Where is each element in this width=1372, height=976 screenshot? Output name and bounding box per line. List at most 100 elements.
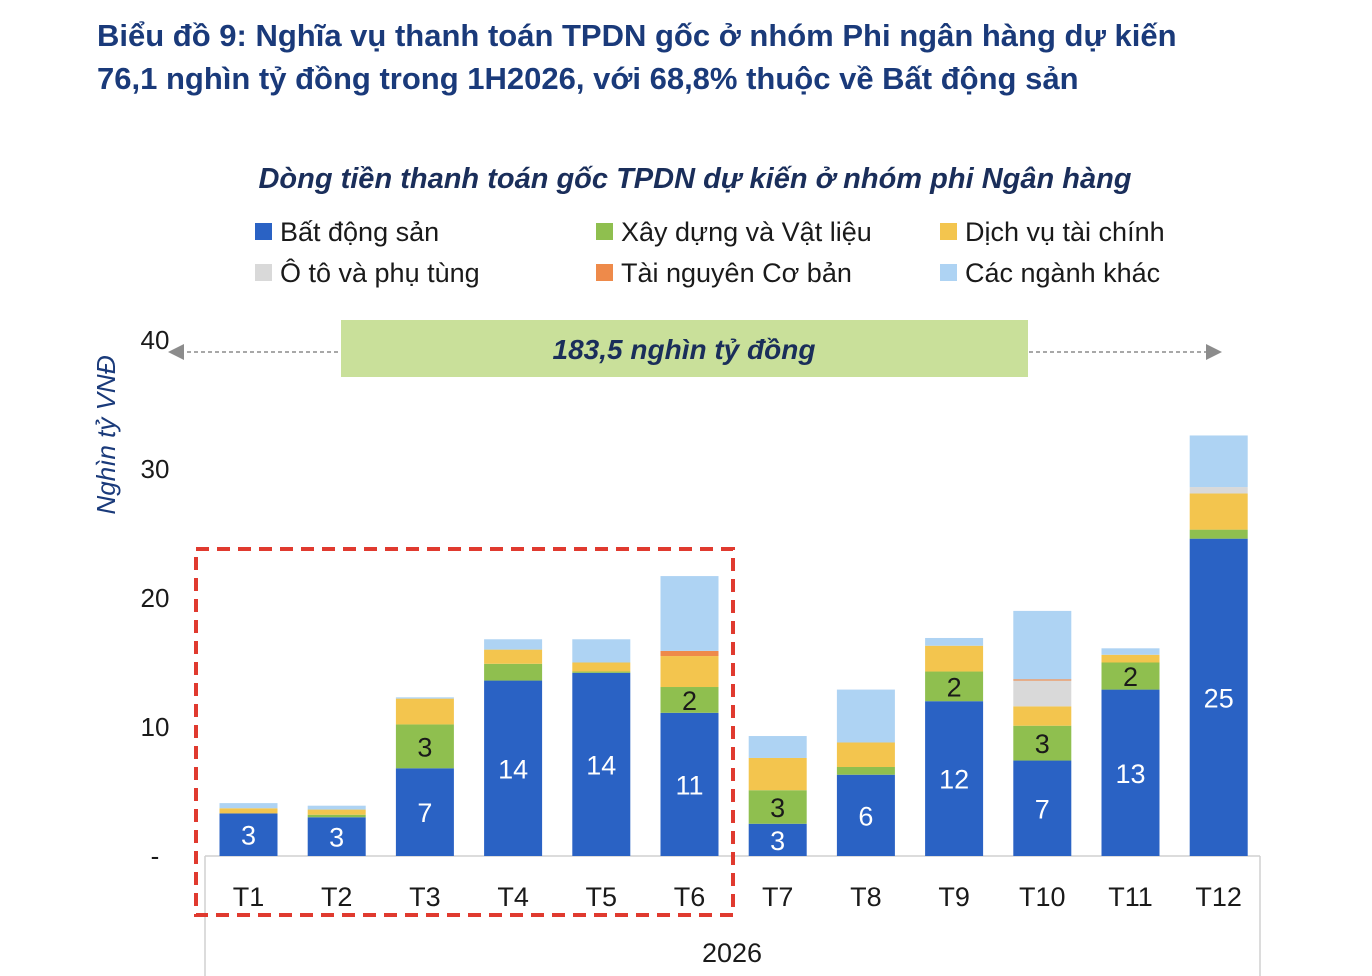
legend-swatch-3 (255, 264, 272, 281)
bar-T9-0 (925, 701, 984, 856)
bar-T2-2 (307, 809, 366, 815)
bar-T10-0 (1013, 760, 1072, 856)
chart-heading: Biểu đồ 9: Nghĩa vụ thanh toán TPDN gốc … (97, 14, 1347, 100)
bar-T5-2 (572, 662, 631, 672)
bar-T12-5 (1189, 435, 1248, 488)
data-label-5: 14 (586, 750, 616, 780)
data-label-10: 6 (858, 801, 873, 831)
legend-label-4: Tài nguyên Cơ bản (621, 258, 852, 288)
bar-T7-0 (748, 823, 807, 856)
bar-T2-1 (307, 814, 366, 818)
x-tick-label-T9: T9 (938, 882, 970, 912)
bar-T2-5 (307, 805, 366, 810)
span-arrowhead-left (168, 344, 184, 360)
x-tick-label-T1: T1 (233, 882, 265, 912)
bar-T12-3 (1189, 487, 1248, 494)
bar-T9-1 (925, 671, 984, 702)
bar-T1-2 (219, 808, 278, 814)
heading-line-1: Biểu đồ 9: Nghĩa vụ thanh toán TPDN gốc … (97, 18, 1177, 53)
legend-swatch-2 (940, 223, 957, 240)
bar-T11-1 (1101, 662, 1160, 690)
bar-T7-1 (748, 790, 807, 824)
chart-subtitle: Dòng tiền thanh toán gốc TPDN dự kiến ở … (258, 163, 1131, 195)
legend-label-5: Các ngành khác (965, 258, 1160, 288)
y-tick-label-2: 20 (141, 583, 170, 613)
legend-label-0: Bất động sản (280, 217, 439, 247)
bar-T3-2 (395, 698, 454, 725)
bar-T10-4 (1013, 679, 1072, 681)
data-label-8: 3 (770, 826, 785, 856)
legend-label-1: Xây dựng và Vật liệu (621, 217, 872, 247)
bar-T11-2 (1101, 654, 1160, 663)
data-label-4: 14 (498, 754, 528, 784)
bar-T3-0 (395, 768, 454, 856)
data-label-11: 12 (939, 765, 969, 795)
bar-T6-5 (660, 576, 719, 651)
x-tick-label-T2: T2 (321, 882, 353, 912)
highlight-box-1h (194, 547, 735, 917)
x-tick-label-T7: T7 (762, 882, 794, 912)
bar-T8-2 (836, 742, 895, 767)
heading-line-2: 76,1 nghìn tỷ đồng trong 1H2026, với 68,… (97, 61, 1079, 96)
chart-legend: Bất động sản Xây dựng và Vật liệu Dịch vụ … (255, 217, 1165, 288)
data-label-17: 25 (1204, 683, 1234, 713)
data-label-15: 13 (1115, 759, 1145, 789)
data-label-14: 3 (1035, 729, 1050, 759)
data-label-1: 3 (329, 823, 344, 853)
data-label-6: 11 (675, 770, 703, 800)
data-label-16: 2 (1123, 662, 1138, 692)
x-tick-label-T12: T12 (1195, 882, 1242, 912)
data-label-2: 7 (417, 798, 432, 828)
bar-T8-5 (836, 689, 895, 743)
x-tick-label-T6: T6 (674, 882, 706, 912)
x-tick-label-T11: T11 (1108, 882, 1153, 912)
legend-swatch-4 (596, 264, 613, 281)
bar-T1-5 (219, 803, 278, 809)
x-tick-label-T3: T3 (409, 882, 441, 912)
span-arrowhead-right (1206, 344, 1222, 360)
y-tick-label-1: 10 (141, 712, 170, 742)
data-label-13: 7 (1035, 794, 1050, 824)
bar-T6-2 (660, 656, 719, 688)
bar-T5-1 (572, 671, 631, 673)
bar-T4-2 (484, 649, 543, 664)
data-label-3: 3 (417, 732, 432, 762)
bar-T3-1 (395, 724, 454, 769)
legend-swatch-1 (596, 223, 613, 240)
y-tick-label-0: - (151, 841, 160, 871)
bar-T5-0 (572, 672, 631, 856)
x-tick-label-T5: T5 (586, 882, 618, 912)
y-axis-ticks: - 10 20 30 40 (141, 325, 170, 871)
legend-swatch-5 (940, 264, 957, 281)
bar-T4-0 (484, 680, 543, 856)
bar-T12-0 (1189, 538, 1248, 856)
bar-T11-5 (1101, 648, 1160, 655)
bar-T3-5 (395, 697, 454, 699)
bar-T8-0 (836, 774, 895, 856)
bar-T10-5 (1013, 610, 1072, 680)
bar-T10-1 (1013, 725, 1072, 761)
legend-label-3: Ô tô và phụ tùng (280, 257, 480, 288)
bar-T4-1 (484, 663, 543, 681)
span-banner (341, 320, 1028, 377)
bar-T11-0 (1101, 689, 1160, 856)
bar-T8-1 (836, 766, 895, 775)
bar-T4-5 (484, 639, 543, 650)
bar-T12-2 (1189, 493, 1248, 530)
bar-T6-4 (660, 650, 719, 657)
x-axis-categories: T1 T2 T3 T4 T5 T6 T7 T8 T9 T10 T11 T12 (233, 882, 1242, 912)
bar-T7-2 (748, 757, 807, 791)
y-axis-label: Nghìn tỷ VNĐ (91, 355, 121, 514)
span-banner-text: 183,5 nghìn tỷ đồng (553, 334, 816, 365)
data-label-9: 3 (770, 793, 785, 823)
y-tick-label-3: 30 (141, 454, 170, 484)
legend-swatch-0 (255, 223, 272, 240)
bar-T1-0 (219, 813, 278, 856)
bar-T7-5 (748, 736, 807, 758)
span-annotation: 183,5 nghìn tỷ đồng (168, 320, 1222, 377)
bar-T6-1 (660, 687, 719, 713)
bar-stacks (219, 435, 1248, 856)
legend-label-2: Dịch vụ tài chính (965, 217, 1165, 247)
